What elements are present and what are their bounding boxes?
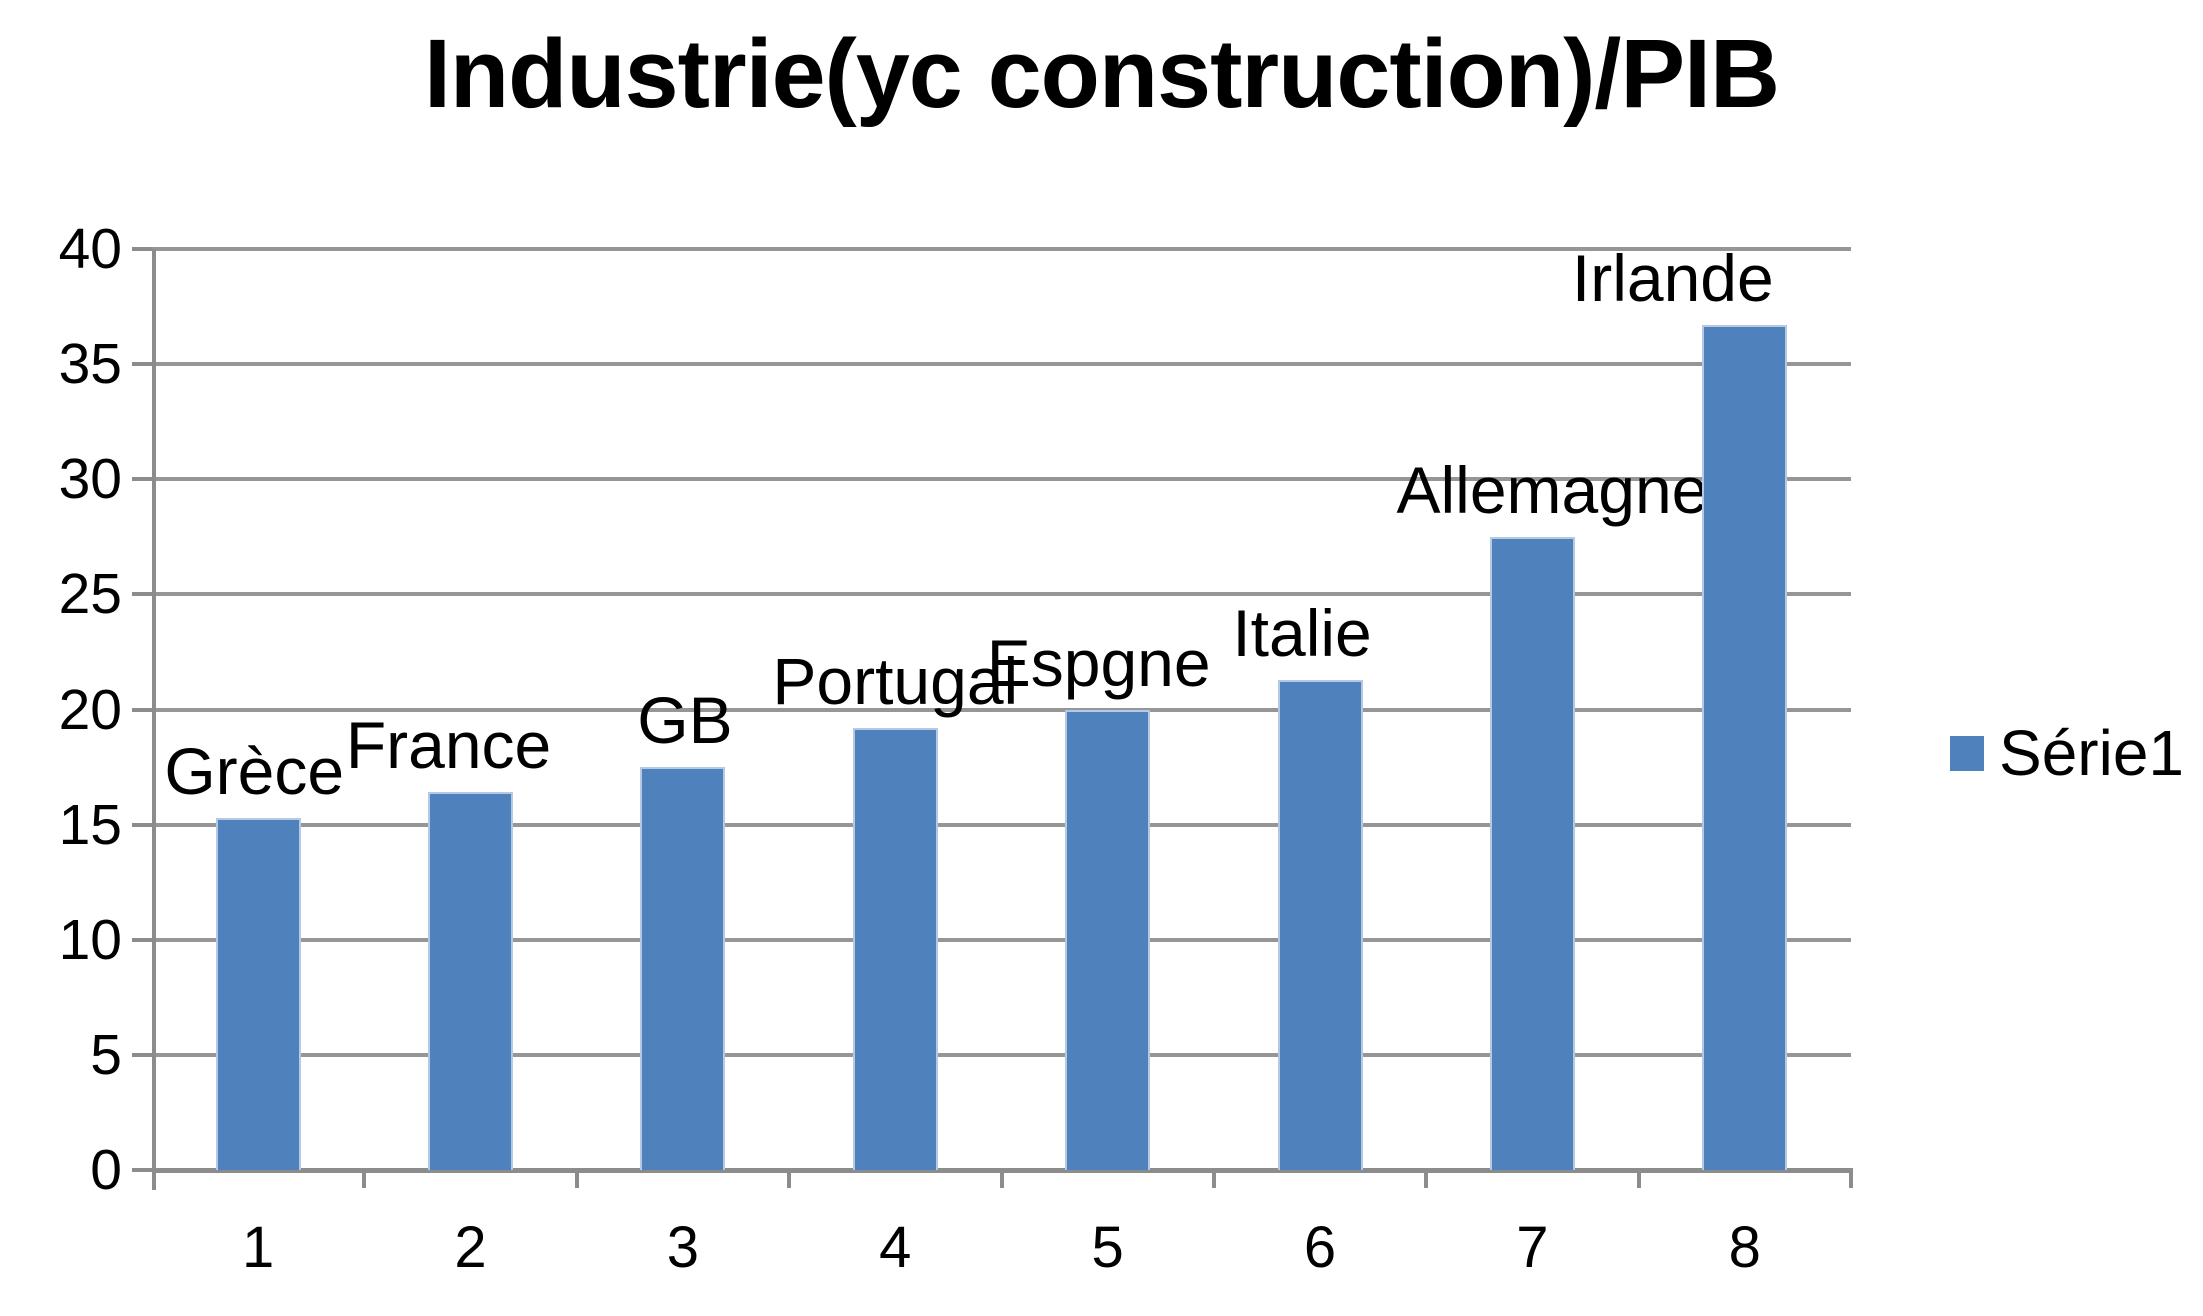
x-axis-tick (1636, 1168, 1641, 1188)
x-axis-tick (1424, 1168, 1429, 1188)
x-axis-tick-label: 6 (1303, 1215, 1337, 1280)
y-axis-tick (132, 707, 152, 712)
x-axis-tick (362, 1168, 367, 1188)
y-axis-tick-label: 35 (58, 332, 122, 397)
x-axis-tick-label: 3 (666, 1215, 700, 1280)
bar-italie (1277, 679, 1363, 1170)
y-axis-tick (132, 362, 152, 367)
y-axis-tick-label: 40 (58, 217, 122, 281)
legend-series-label: Série1 (1999, 717, 2184, 789)
data-label: GB (637, 683, 733, 758)
bar-gb (640, 767, 726, 1170)
y-axis-line (152, 249, 156, 1190)
bar-portugal (852, 727, 938, 1170)
gridline (152, 247, 1851, 251)
data-label: Espgne (986, 625, 1211, 700)
data-label: Portugal (772, 643, 1019, 718)
bar-grèce (215, 817, 301, 1170)
bar-espgne (1065, 709, 1151, 1170)
x-axis-tick-label: 8 (1728, 1215, 1761, 1280)
gridline (152, 477, 1851, 482)
y-axis-tick-label: 10 (58, 907, 122, 972)
legend-swatch-icon (1950, 735, 1984, 771)
data-label: Allemagne (1396, 452, 1709, 527)
x-axis-tick-label: 7 (1516, 1215, 1549, 1280)
bar-allemagne (1489, 536, 1575, 1170)
data-label: France (345, 708, 552, 783)
y-axis-tick (132, 937, 152, 942)
y-axis-tick-label: 5 (90, 1022, 122, 1087)
bar-irlande (1702, 324, 1788, 1170)
data-label: Grèce (164, 733, 345, 808)
x-axis-tick (1849, 1168, 1853, 1188)
gridline (152, 937, 1851, 942)
y-axis-tick-label: 15 (58, 792, 122, 857)
x-axis-tick (787, 1168, 792, 1188)
x-axis-tick-label: 1 (242, 1215, 275, 1280)
plot-area (152, 247, 1851, 1170)
x-axis-tick (574, 1168, 579, 1188)
gridline (152, 822, 1851, 827)
y-axis-tick-label: 0 (90, 1138, 122, 1202)
y-axis-tick (132, 247, 152, 251)
y-axis-tick-label: 20 (58, 677, 122, 742)
chart-title: Industrie(yc construction)/PIB (423, 19, 1780, 128)
y-axis-tick (132, 1052, 152, 1057)
x-axis-tick-label: 2 (454, 1215, 487, 1280)
legend: Série1 (1950, 718, 2184, 788)
y-axis-tick (132, 822, 152, 827)
x-axis-tick-label: 5 (1091, 1215, 1124, 1280)
y-axis-tick-label: 25 (58, 562, 122, 627)
gridline (152, 1052, 1851, 1057)
y-axis-tick (132, 1168, 152, 1172)
gridline (152, 707, 1851, 712)
bar-france (428, 792, 514, 1170)
y-axis-tick (132, 592, 152, 597)
x-axis-tick (999, 1168, 1004, 1188)
y-axis-tick-label: 30 (58, 447, 122, 512)
gridline (152, 362, 1851, 367)
x-axis-tick (1211, 1168, 1216, 1188)
y-axis-tick (132, 477, 152, 482)
data-label: Irlande (1571, 240, 1774, 315)
data-label: Italie (1232, 595, 1372, 670)
x-axis-tick-label: 4 (879, 1215, 912, 1280)
gridline (152, 592, 1851, 597)
